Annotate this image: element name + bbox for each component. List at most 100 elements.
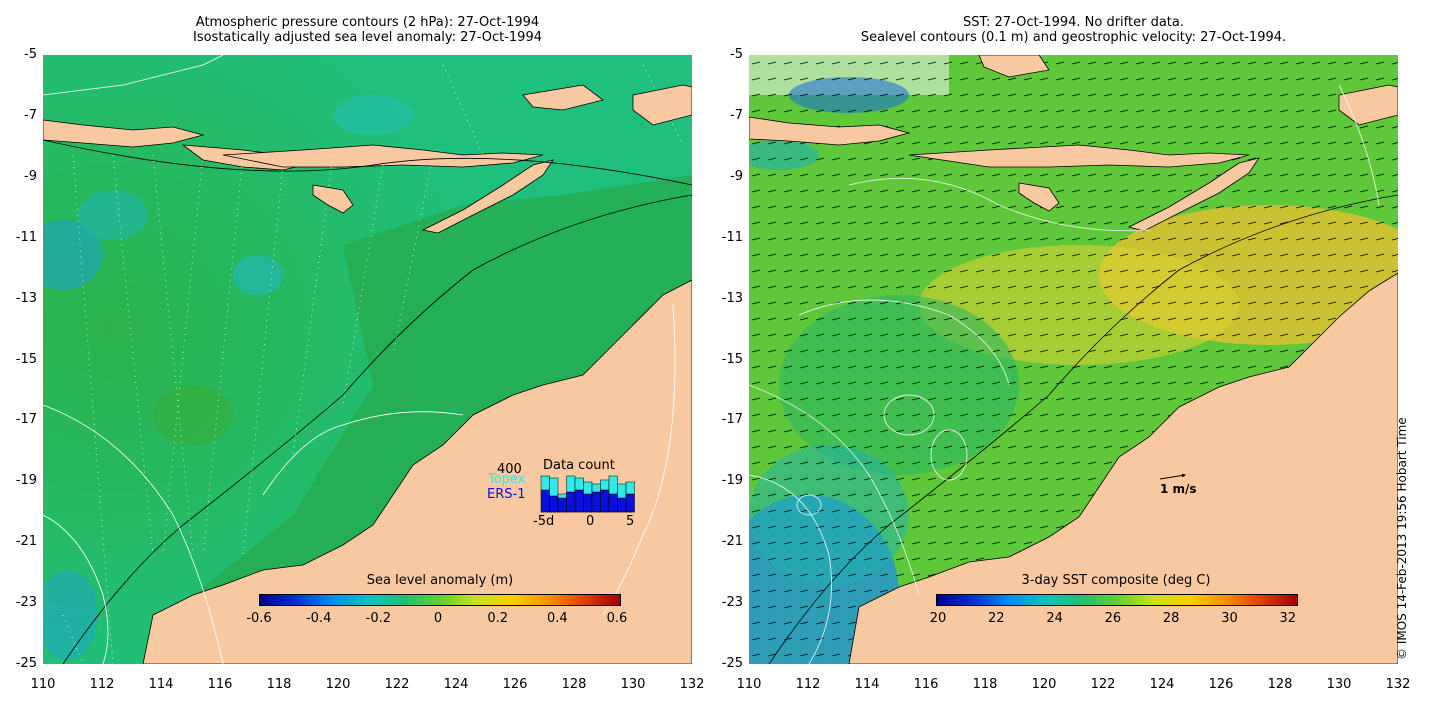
x-tick-label: 120 bbox=[1031, 677, 1057, 692]
topex-bar bbox=[625, 481, 635, 495]
inset-tick-0: 0 bbox=[586, 514, 595, 529]
colorbar-tick-label: -0.2 bbox=[365, 611, 392, 626]
velocity-scale-arrow bbox=[1159, 473, 1186, 480]
colorbar-tick-label: 30 bbox=[1221, 611, 1238, 626]
right-map-svg bbox=[749, 55, 1398, 664]
x-tick-label: 126 bbox=[1208, 677, 1234, 692]
topex-bar bbox=[617, 483, 627, 499]
inset-tick-5: 5 bbox=[626, 514, 635, 529]
colorbar-tick-label: 26 bbox=[1104, 611, 1122, 626]
left-colorbar-title: Sea level anomaly (m) bbox=[366, 573, 514, 588]
x-tick-label: 112 bbox=[795, 677, 821, 692]
colorbar-tick-label: 0.2 bbox=[487, 611, 508, 626]
ers1-bar bbox=[591, 491, 601, 513]
ers1-bar bbox=[617, 497, 627, 513]
topex-bar bbox=[557, 493, 567, 499]
colorbar-tick-label: 0.6 bbox=[606, 611, 628, 626]
y-tick-label: -11 bbox=[15, 229, 37, 245]
x-tick-label: 120 bbox=[325, 677, 351, 692]
topex-bar bbox=[540, 475, 550, 491]
colorbar-tick-label: 0 bbox=[433, 611, 443, 626]
y-tick-label: -9 bbox=[24, 168, 37, 184]
x-tick-label: 126 bbox=[502, 677, 528, 692]
x-tick-label: 128 bbox=[561, 677, 587, 692]
y-tick-label: -5 bbox=[730, 47, 743, 62]
y-tick-label: -15 bbox=[15, 351, 37, 367]
x-tick-label: 124 bbox=[1149, 677, 1175, 692]
y-tick-label: -19 bbox=[15, 473, 37, 489]
y-tick-label: -25 bbox=[15, 656, 37, 671]
x-tick-label: 128 bbox=[1267, 677, 1293, 692]
y-tick-label: -25 bbox=[721, 656, 743, 671]
ers1-bar bbox=[608, 493, 618, 513]
right-map-title: SST: 27-Oct-1994. No drifter data. Seale… bbox=[749, 15, 1398, 45]
x-tick-label: 132 bbox=[679, 677, 705, 692]
copyright-text: © IMOS 14-Feb-2013 19:56 Hobart Time bbox=[1395, 417, 1409, 660]
ers1-bar bbox=[574, 489, 584, 513]
x-tick-label: 122 bbox=[384, 677, 410, 692]
x-tick-label: 122 bbox=[1090, 677, 1116, 692]
y-tick-label: -13 bbox=[721, 290, 743, 306]
y-tick-label: -15 bbox=[721, 351, 743, 367]
y-tick-label: -19 bbox=[721, 473, 743, 489]
colorbar-tick-label: 20 bbox=[929, 611, 947, 626]
y-tick-label: -11 bbox=[721, 229, 743, 245]
topex-bar bbox=[608, 475, 618, 495]
y-tick-label: -17 bbox=[15, 412, 37, 428]
colorbar-tick-label: 24 bbox=[1046, 611, 1063, 626]
left-title-line2: Isostatically adjusted sea level anomaly… bbox=[192, 30, 542, 45]
topex-bar bbox=[583, 481, 593, 495]
y-tick-label: -7 bbox=[24, 107, 37, 123]
x-tick-label: 110 bbox=[736, 677, 762, 692]
velocity-scale-label: 1 m/s bbox=[1160, 482, 1197, 496]
x-tick-label: 114 bbox=[148, 677, 174, 692]
y-tick-label: -5 bbox=[24, 47, 37, 62]
data-count-histogram bbox=[540, 475, 635, 513]
y-tick-label: -21 bbox=[15, 534, 37, 550]
data-count-max: 400 bbox=[497, 462, 522, 477]
ers1-bar bbox=[583, 493, 593, 513]
colorbar-tick-label: 32 bbox=[1279, 611, 1297, 626]
x-tick-label: 110 bbox=[30, 677, 56, 692]
y-tick-label: -23 bbox=[15, 595, 37, 611]
colorbar-tick-label: 0.4 bbox=[546, 611, 568, 626]
topex-bar bbox=[566, 475, 576, 493]
colorbar-tick-label: 22 bbox=[988, 611, 1005, 626]
sea-level-colorbar bbox=[259, 594, 621, 606]
x-tick-label: 130 bbox=[620, 677, 646, 692]
right-title-line2: Sealevel contours (0.1 m) and geostrophi… bbox=[860, 30, 1287, 45]
y-tick-label: -23 bbox=[721, 595, 743, 611]
x-tick-label: 124 bbox=[443, 677, 469, 692]
topex-label: Topex bbox=[488, 472, 526, 487]
left-map-svg bbox=[43, 55, 692, 664]
topex-bar bbox=[600, 479, 610, 491]
x-tick-label: 132 bbox=[1385, 677, 1411, 692]
right-title-line1: SST: 27-Oct-1994. No drifter data. bbox=[963, 15, 1184, 30]
topex-bar bbox=[591, 483, 601, 493]
inset-tick-minus5: -5d bbox=[533, 514, 555, 529]
ers1-bar bbox=[549, 495, 559, 513]
y-tick-label: -9 bbox=[730, 168, 743, 184]
ers1-bar bbox=[600, 489, 610, 513]
y-tick-label: -13 bbox=[15, 290, 37, 306]
left-title-line1: Atmospheric pressure contours (2 hPa): 2… bbox=[195, 15, 540, 30]
y-tick-label: -17 bbox=[721, 412, 743, 428]
ers1-bar bbox=[566, 491, 576, 513]
data-count-title: Data count bbox=[543, 458, 615, 473]
colorbar-tick-label: 28 bbox=[1162, 611, 1180, 626]
colorbar-tick-label: -0.4 bbox=[305, 611, 332, 626]
topex-bar bbox=[549, 477, 559, 497]
ers1-bar bbox=[557, 497, 567, 513]
ers1-label: ERS-1 bbox=[487, 487, 526, 502]
ers1-bar bbox=[625, 493, 635, 513]
x-tick-label: 130 bbox=[1326, 677, 1352, 692]
x-tick-label: 116 bbox=[913, 677, 939, 692]
x-tick-label: 114 bbox=[854, 677, 880, 692]
colorbar-tick-label: -0.6 bbox=[246, 611, 272, 626]
sea-level-anomaly-map bbox=[43, 55, 692, 664]
ers1-bar bbox=[540, 489, 550, 513]
left-map-title: Atmospheric pressure contours (2 hPa): 2… bbox=[43, 15, 692, 45]
x-tick-label: 118 bbox=[266, 677, 292, 692]
topex-bar bbox=[574, 477, 584, 491]
sst-map bbox=[749, 55, 1398, 664]
